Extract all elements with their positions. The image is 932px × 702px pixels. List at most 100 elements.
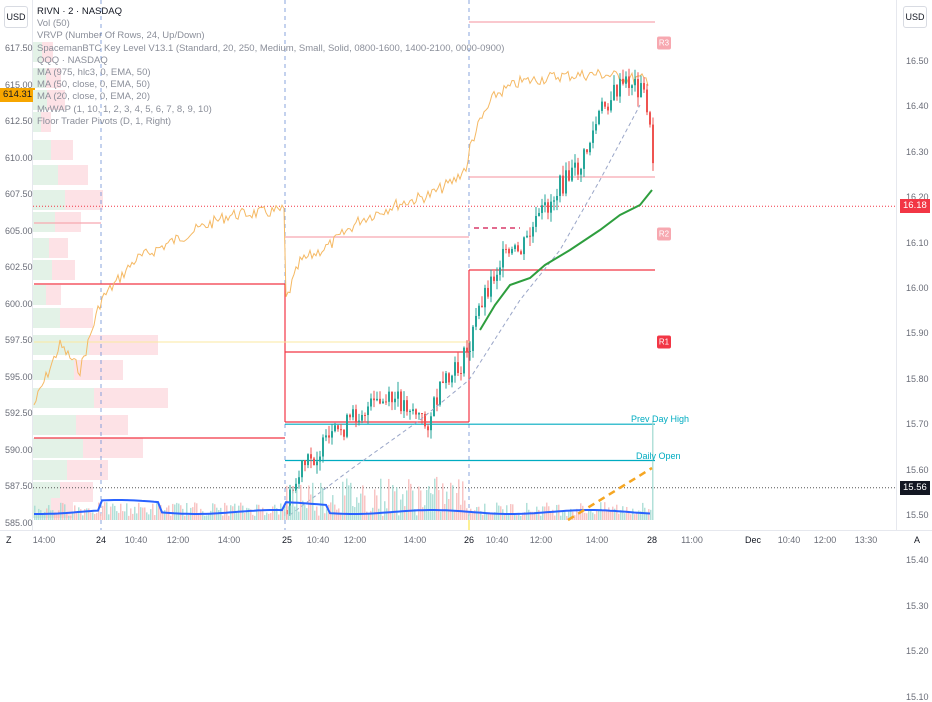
volume-bar — [498, 505, 500, 520]
volume-bar — [390, 511, 392, 520]
volume-bar — [206, 515, 208, 520]
volume-bar — [614, 508, 616, 520]
volume-bar — [316, 506, 318, 520]
volume-bar — [296, 489, 298, 520]
volume-bar — [440, 511, 442, 520]
volume-profile-down-bar — [58, 165, 88, 185]
daily-open-label: Daily Open — [636, 450, 681, 461]
volume-bar — [528, 509, 530, 520]
volume-bar — [222, 515, 224, 520]
volume-bar — [72, 511, 74, 520]
legend-line[interactable]: VRVP (Number Of Rows, 24, Up/Down) — [37, 30, 205, 42]
left-scale-tick: 602.50 — [5, 262, 33, 272]
candle-body — [313, 458, 315, 466]
legend-line[interactable]: Floor Trader Pivots (D, 1, Right) — [37, 115, 172, 127]
candle-body — [481, 305, 483, 308]
volume-profile-down-bar — [76, 415, 128, 435]
volume-profile-up-bar — [33, 260, 52, 280]
candle-body — [355, 409, 357, 422]
price-chart-canvas[interactable] — [33, 0, 896, 530]
candle-body — [454, 362, 456, 376]
candle-body — [322, 437, 324, 457]
volume-bar — [142, 507, 144, 520]
legend-line[interactable]: SpacemanBTC Key Level V13.1 (Standard, 2… — [37, 42, 505, 54]
right-scale-tick: 16.30 — [906, 146, 929, 157]
volume-bar — [402, 494, 404, 520]
candle-body — [637, 79, 639, 98]
volume-bar — [162, 512, 164, 520]
volume-profile-down-bar — [60, 308, 93, 328]
volume-bar — [466, 508, 468, 520]
left-price-scale[interactable]: USD 617.50 615.00 612.50 610.00 607.50 605.00… — [0, 0, 36, 530]
legend-symbol[interactable]: RIVN · 2 · NASDAQ — [37, 6, 122, 17]
legend-line[interactable]: MvWAP (1, 10, 1, 2, 3, 4, 5, 6, 7, 8, 9,… — [37, 103, 212, 115]
volume-bar — [314, 510, 316, 520]
candle-body — [460, 373, 462, 375]
volume-bar — [648, 509, 650, 520]
candle-body — [619, 78, 621, 97]
time-tick: 11:00 — [681, 535, 703, 545]
legend-line[interactable]: MA (50, close, 0, EMA, 50) — [37, 79, 150, 91]
legend-line[interactable]: MA (975, hlc3, 0, EMA, 50) — [37, 67, 151, 79]
volume-bar — [34, 505, 36, 520]
legend-line[interactable]: MA (20, close, 0, EMA, 20) — [37, 91, 150, 103]
volume-profile-up-bar — [33, 388, 94, 408]
right-scale-tick: 15.80 — [906, 373, 929, 384]
volume-bar — [106, 502, 108, 520]
volume-bar — [248, 508, 250, 520]
volume-bar — [274, 504, 276, 520]
left-scale-tick: 590.00 — [5, 444, 33, 455]
volume-bar — [278, 514, 280, 520]
volume-bar — [66, 513, 68, 520]
volume-bar — [82, 515, 84, 520]
volume-bar — [384, 501, 386, 520]
time-tick: 14:00 — [585, 535, 609, 545]
candle-body — [541, 205, 543, 213]
volume-bar — [132, 513, 134, 520]
timezone-button[interactable]: Z — [6, 535, 12, 545]
volume-bar — [50, 510, 52, 520]
volume-bar — [54, 512, 56, 520]
volume-bar — [284, 504, 286, 520]
time-tick: Dec — [744, 535, 762, 545]
volume-bar — [58, 510, 60, 520]
trend-projection-line — [567, 466, 653, 522]
volume-bar — [260, 509, 262, 520]
legend-line[interactable]: QQQ · NASDAQ — [37, 54, 108, 66]
candle-body — [325, 435, 327, 438]
volume-bar — [344, 495, 346, 520]
time-tick: 14:00 — [217, 535, 241, 545]
volume-bar — [622, 506, 624, 520]
right-scale-tick: 15.70 — [906, 419, 929, 430]
volume-bar — [436, 476, 438, 520]
candle-body — [382, 401, 384, 404]
volume-bar — [632, 508, 634, 520]
candle-body — [571, 167, 573, 181]
right-currency-button[interactable]: USD — [903, 6, 927, 28]
volume-bar — [276, 508, 278, 520]
volume-bar — [242, 505, 244, 520]
volume-bar — [270, 513, 272, 520]
candle-body — [475, 315, 477, 327]
left-scale-tick: 600.00 — [5, 298, 33, 309]
chart-pane[interactable]: RIVN · 2 · NASDAQ Vol (50) VRVP (Number … — [33, 0, 896, 530]
volume-bar — [386, 508, 388, 520]
volume-bar — [496, 502, 498, 520]
time-axis[interactable]: Z 14:00 24 10:40 12:00 14:00 25 10:40 12:00 14:0… — [0, 530, 932, 551]
volume-bar — [342, 481, 344, 520]
left-currency-button[interactable]: USD — [4, 6, 28, 28]
volume-bar — [586, 513, 588, 520]
volume-bar — [156, 503, 158, 520]
legend-line[interactable]: Vol (50) — [37, 18, 70, 30]
time-tick: 26 — [463, 535, 475, 545]
candle-body — [316, 461, 318, 466]
candle-body — [511, 249, 513, 254]
candle-body — [565, 170, 567, 194]
volume-bar — [470, 508, 472, 520]
auto-scale-button[interactable]: A — [914, 535, 921, 545]
right-price-scale[interactable]: USD 16.50 16.40 16.30 16.20 16.10 16.00 15.90 1… — [896, 0, 932, 702]
volume-bar — [588, 509, 590, 520]
volume-bar — [294, 506, 296, 520]
candle-body — [517, 245, 519, 252]
volume-bar — [530, 511, 532, 520]
